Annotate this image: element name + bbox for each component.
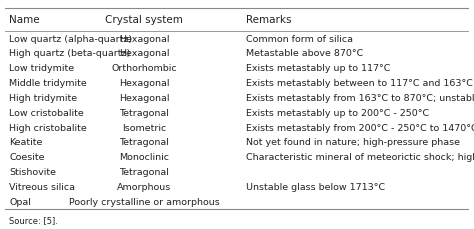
Text: Hexagonal: Hexagonal <box>119 79 169 88</box>
Text: Source: [5].: Source: [5]. <box>9 215 58 224</box>
Text: Common form of silica: Common form of silica <box>246 34 353 43</box>
Text: Characteristic mineral of meteorictic shock; high-pressure phase: Characteristic mineral of meteorictic sh… <box>246 153 474 161</box>
Text: Keatite: Keatite <box>9 138 43 147</box>
Text: Exists metastably up to 117°C: Exists metastably up to 117°C <box>246 64 391 73</box>
Text: Exists metastably between to 117°C and 163°C: Exists metastably between to 117°C and 1… <box>246 79 473 88</box>
Text: Vitreous silica: Vitreous silica <box>9 182 75 191</box>
Text: Tetragonal: Tetragonal <box>119 167 169 176</box>
Text: Hexagonal: Hexagonal <box>119 93 169 102</box>
Text: Exists metastably from 200°C - 250°C to 1470°C; melts at 1713°C: Exists metastably from 200°C - 250°C to … <box>246 123 474 132</box>
Text: Low cristobalite: Low cristobalite <box>9 108 84 117</box>
Text: Not yet found in nature; high-pressure phase: Not yet found in nature; high-pressure p… <box>246 138 460 147</box>
Text: Tetragonal: Tetragonal <box>119 108 169 117</box>
Text: Hexagonal: Hexagonal <box>119 34 169 43</box>
Text: Isometric: Isometric <box>122 123 166 132</box>
Text: Exists metastably up to 200°C - 250°C: Exists metastably up to 200°C - 250°C <box>246 108 429 117</box>
Text: Orthorhombic: Orthorhombic <box>111 64 177 73</box>
Text: Coesite: Coesite <box>9 153 45 161</box>
Text: Tetragonal: Tetragonal <box>119 138 169 147</box>
Text: Name: Name <box>9 15 40 25</box>
Text: Unstable glass below 1713°C: Unstable glass below 1713°C <box>246 182 385 191</box>
Text: Low tridymite: Low tridymite <box>9 64 74 73</box>
Text: Remarks: Remarks <box>246 15 292 25</box>
Text: Poorly crystalline or amorphous: Poorly crystalline or amorphous <box>69 197 219 206</box>
Text: Monoclinic: Monoclinic <box>119 153 169 161</box>
Text: Metastable above 870°C: Metastable above 870°C <box>246 49 364 58</box>
Text: High tridymite: High tridymite <box>9 93 78 102</box>
Text: Middle tridymite: Middle tridymite <box>9 79 87 88</box>
Text: Exists metastably from 163°C to 870°C; unstable over 1470°C; melts at 1670°C: Exists metastably from 163°C to 870°C; u… <box>246 93 474 102</box>
Text: Hexagonal: Hexagonal <box>119 49 169 58</box>
Text: High cristobalite: High cristobalite <box>9 123 87 132</box>
Text: Crystal system: Crystal system <box>105 15 183 25</box>
Text: Opal: Opal <box>9 197 31 206</box>
Text: Amorphous: Amorphous <box>117 182 171 191</box>
Text: Stishovite: Stishovite <box>9 167 56 176</box>
Text: Low quartz (alpha-quartz): Low quartz (alpha-quartz) <box>9 34 133 43</box>
Text: High quartz (beta-quartz): High quartz (beta-quartz) <box>9 49 131 58</box>
